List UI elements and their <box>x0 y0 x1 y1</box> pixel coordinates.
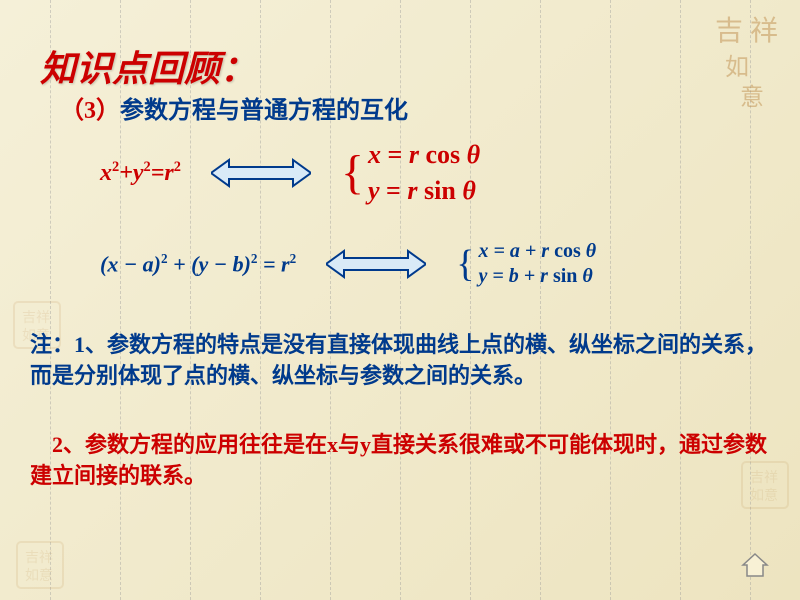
seal-stamp-icon: 吉祥如意 <box>15 540 65 590</box>
corner-ornament: 吉 祥 如 意 <box>710 10 790 110</box>
svg-text:意: 意 <box>740 84 764 110</box>
svg-text:如: 如 <box>725 54 749 81</box>
svg-text:吉: 吉 <box>715 16 743 47</box>
eq2-line2: y = b + r sin θ <box>478 265 596 288</box>
eq2-line1: x = a + r cos θ <box>478 240 596 263</box>
eq1-right: { x = r cos θ y = r sin θ <box>341 140 480 206</box>
home-button[interactable] <box>740 550 770 580</box>
eq2-left: (x − a)2 + (y − b)2 = r2 <box>100 251 296 277</box>
left-brace-icon: { <box>456 249 474 279</box>
equation-row-2: (x − a)2 + (y − b)2 = r2 { x = a + r cos… <box>100 240 596 288</box>
left-brace-icon: { <box>341 154 364 192</box>
eq1-left: x2+y2=r2 <box>100 159 181 187</box>
eq2-right: { x = a + r cos θ y = b + r sin θ <box>456 240 596 288</box>
svg-text:吉祥: 吉祥 <box>22 310 50 326</box>
svg-text:吉祥: 吉祥 <box>25 550 53 566</box>
subtitle-text: 参数方程与普通方程的互化 <box>120 98 408 124</box>
double-arrow-icon <box>211 158 311 188</box>
subtitle-number: （3） <box>60 98 120 124</box>
page-title: 知识点回顾： <box>40 40 256 92</box>
note-1: 注：1、参数方程的特点是没有直接体现曲线上点的横、纵坐标之间的关系，而是分别体现… <box>30 330 770 392</box>
svg-text:如意: 如意 <box>25 567 53 584</box>
subtitle: （3）参数方程与普通方程的互化 <box>60 90 408 125</box>
eq1-line2: y = r sin θ <box>368 176 480 206</box>
equation-row-1: x2+y2=r2 { x = r cos θ y = r sin θ <box>100 140 480 206</box>
house-icon <box>740 550 770 580</box>
svg-text:祥: 祥 <box>750 15 778 47</box>
note-2: 2、参数方程的应用往往是在x与y直接关系很难或不可能体现时，通过参数建立间接的联… <box>30 430 770 492</box>
double-arrow-icon <box>326 249 426 279</box>
eq1-line1: x = r cos θ <box>368 140 480 170</box>
